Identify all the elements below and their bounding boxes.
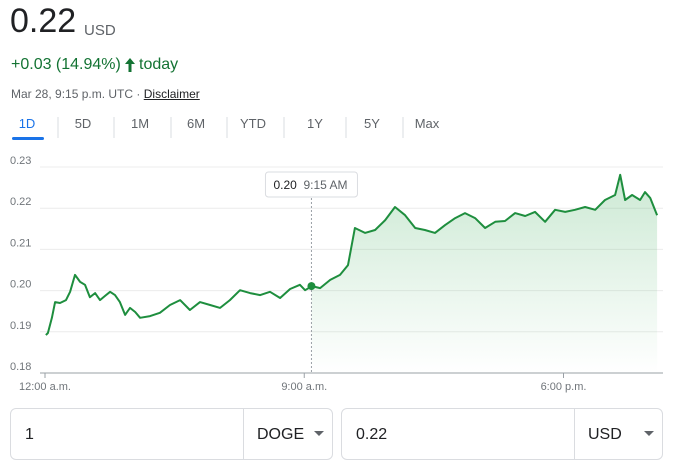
range-tab[interactable]: 6M	[187, 116, 205, 131]
y-tick-label: 0.18	[10, 361, 31, 373]
range-tab[interactable]: Max	[415, 116, 440, 131]
x-tick-label: 9:00 a.m.	[281, 381, 327, 393]
from-amount[interactable]: 1	[25, 426, 34, 443]
chart: 1D 5D 1M 6M YTD 1Y 5Y Max 0.18 0.19 0.20 0.21 0.22 0.…	[10, 116, 663, 393]
y-tick-label: 0.19	[10, 320, 31, 332]
x-tick-label: 6:00 p.m.	[541, 381, 587, 393]
active-tab-indicator	[12, 137, 44, 140]
separator: ·	[136, 87, 141, 101]
y-tick-label: 0.21	[10, 237, 31, 249]
area-fill	[311, 174, 658, 373]
price-change: +0.03 (14.94%)	[11, 56, 121, 73]
to-select[interactable]: USD	[574, 409, 662, 459]
disclaimer-link[interactable]: Disclaimer	[143, 87, 200, 101]
y-tick-label: 0.22	[10, 196, 31, 208]
currency: USD	[84, 22, 116, 39]
change-period: today	[139, 56, 179, 73]
range-tab[interactable]: 1D	[19, 116, 36, 131]
dropdown-icon	[314, 431, 324, 436]
y-tick-label: 0.23	[10, 155, 31, 167]
to-box[interactable]: 0.22 USD	[341, 408, 663, 460]
range-tab[interactable]: YTD	[240, 116, 266, 131]
from-select[interactable]: DOGE	[243, 409, 332, 459]
timestamp: Mar 28, 9:15 p.m. UTC	[11, 87, 134, 101]
range-tab[interactable]: 5Y	[364, 116, 380, 131]
up-arrow	[125, 58, 135, 72]
timestamp-row: Mar 28, 9:15 p.m. UTC · Disclaimer	[11, 87, 200, 101]
y-tick-label: 0.20	[10, 279, 31, 291]
from-box[interactable]: 1 DOGE	[10, 408, 333, 460]
price: 0.22	[10, 2, 77, 40]
tooltip-value: 0.20	[273, 178, 297, 192]
range-tab[interactable]: 5D	[75, 116, 92, 131]
range-tab[interactable]: 1Y	[307, 116, 323, 131]
cursor-dot	[307, 282, 316, 291]
from-currency: DOGE	[257, 426, 305, 443]
to-currency: USD	[588, 426, 622, 443]
tooltip-time: 9:15 AM	[303, 178, 347, 192]
range-tab[interactable]: 1M	[131, 116, 149, 131]
x-tick-label: 12:00 a.m.	[19, 381, 71, 393]
tooltip-box	[264, 171, 358, 198]
dropdown-icon	[644, 431, 654, 436]
to-amount[interactable]: 0.22	[356, 426, 388, 443]
